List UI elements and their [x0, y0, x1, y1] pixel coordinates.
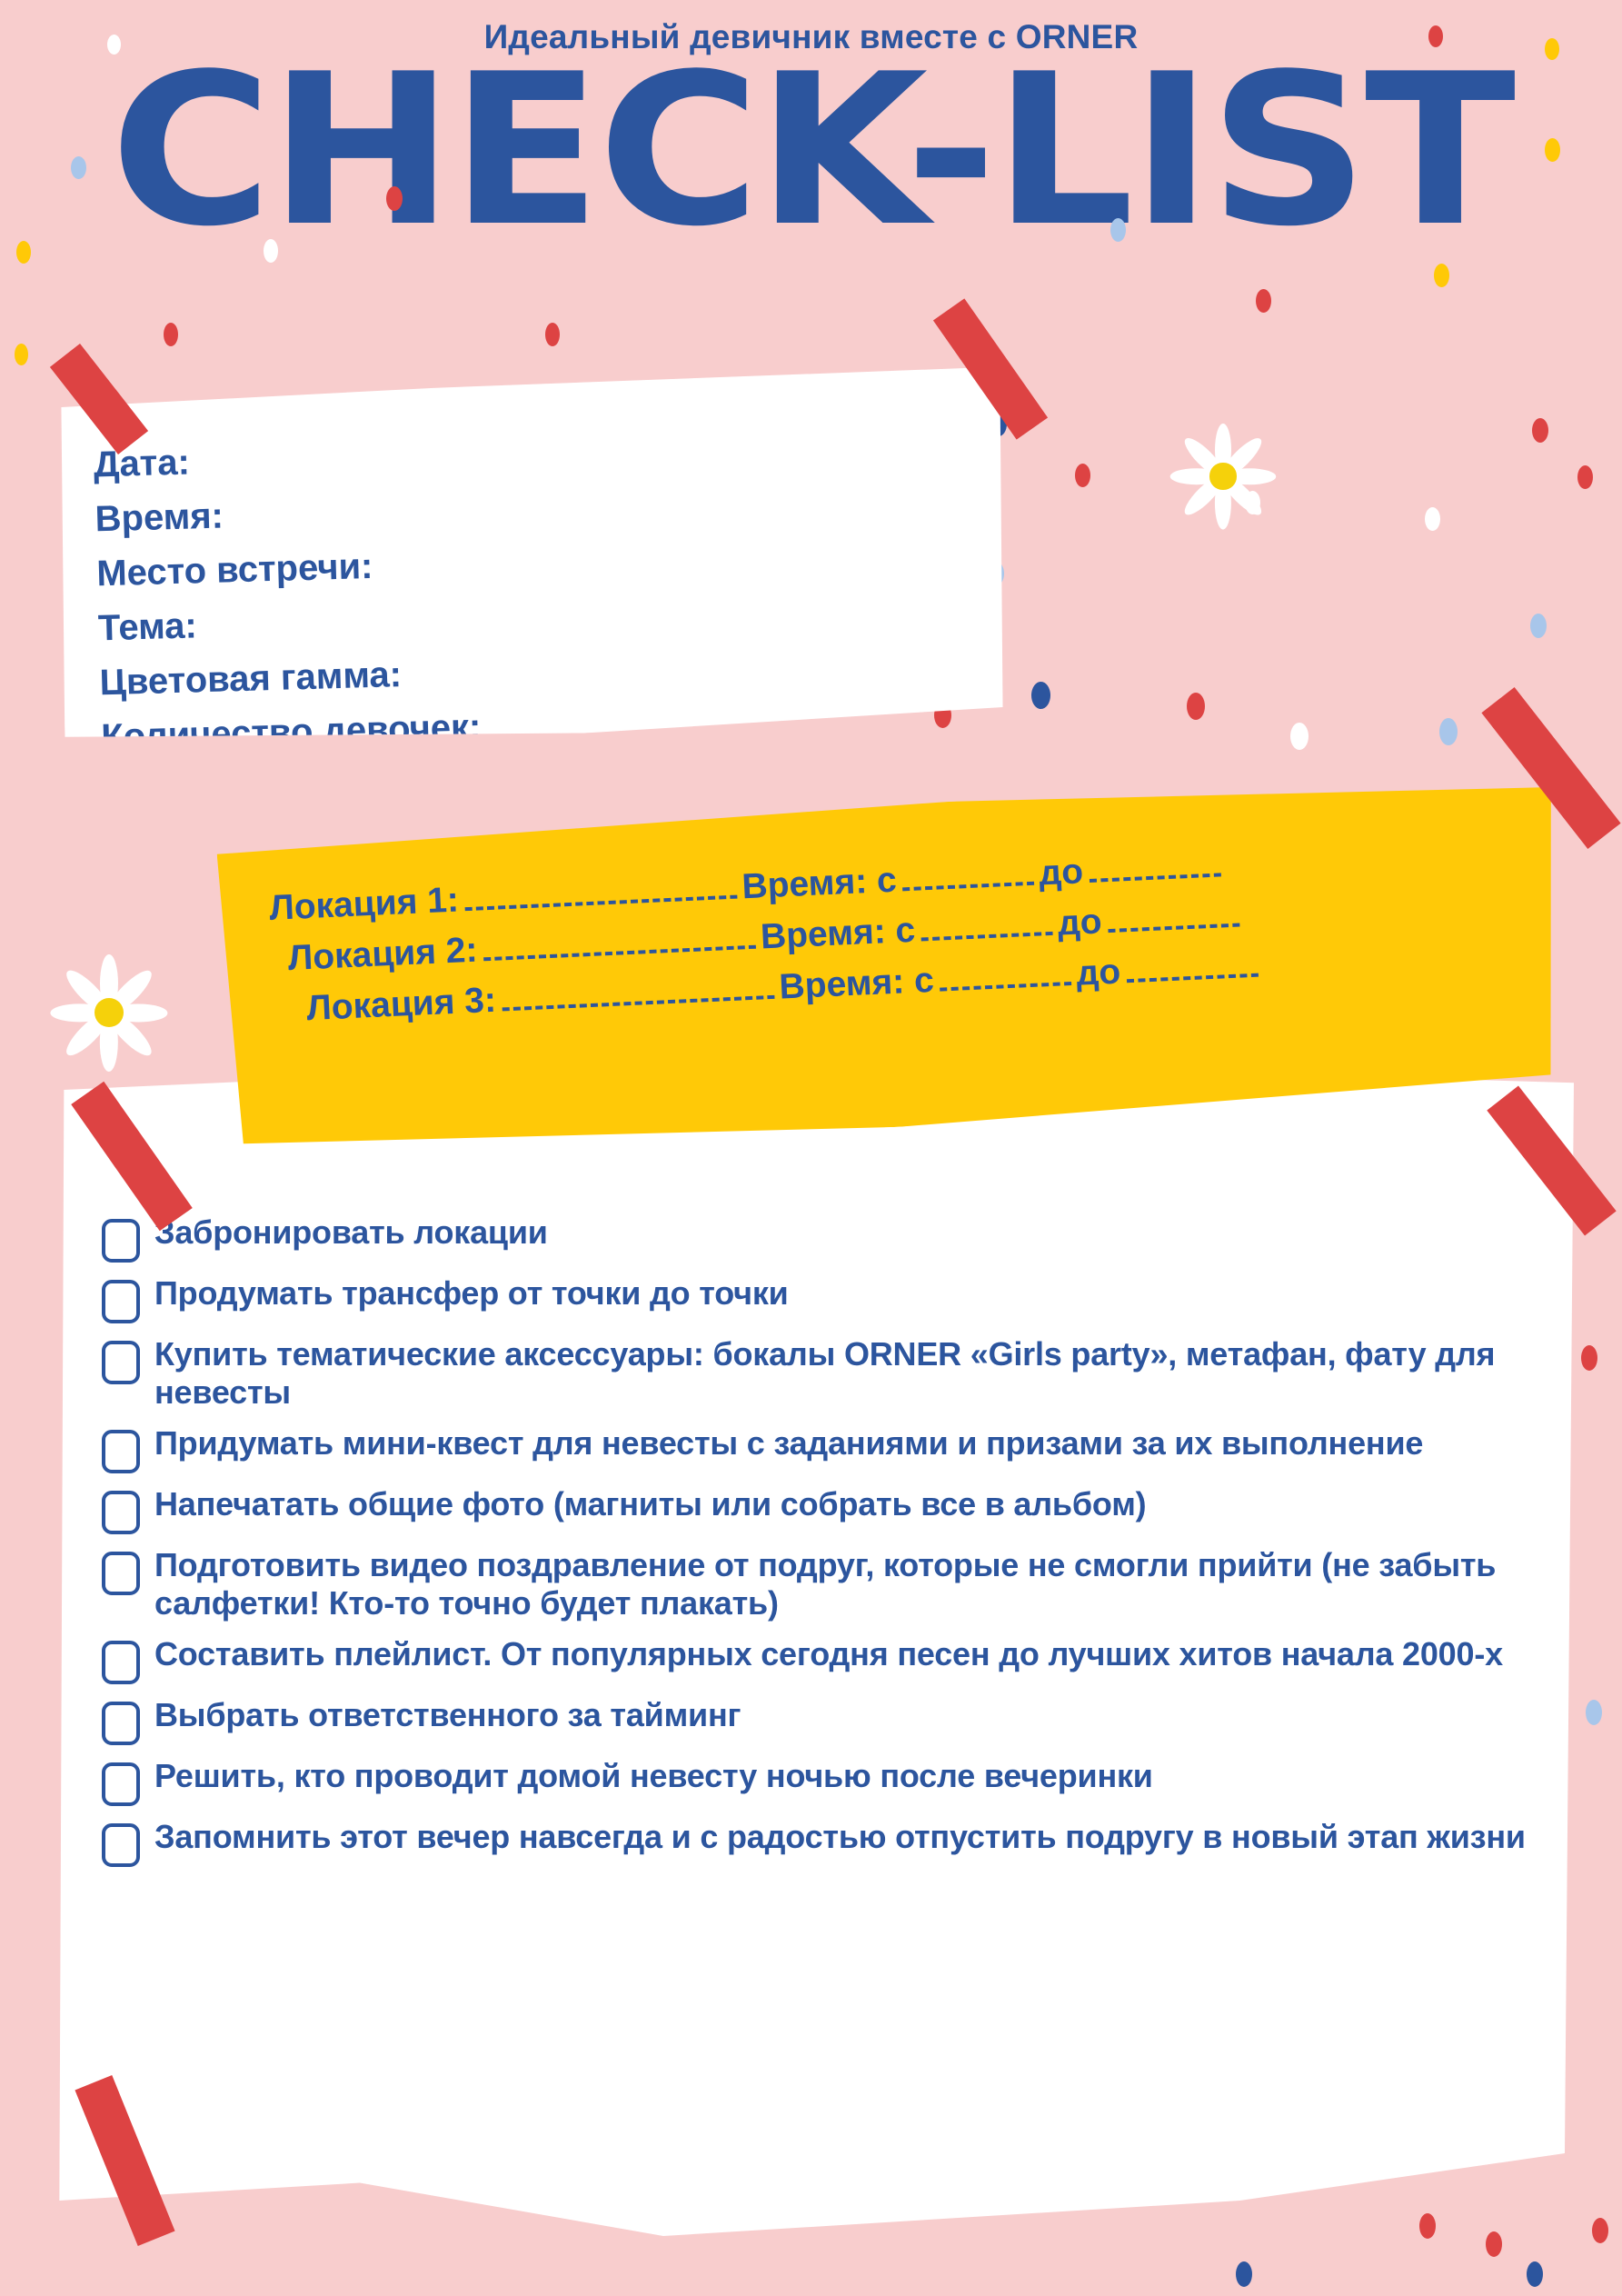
checkbox-icon[interactable]	[102, 1219, 140, 1263]
confetti-dot	[15, 344, 28, 365]
checklist-item-label: Придумать мини-квест для невесты с задан…	[154, 1423, 1424, 1462]
location-name-blank[interactable]	[464, 895, 737, 912]
checklist-item[interactable]: Выбрать ответственного за тайминг	[102, 1696, 1547, 1745]
checklist-item[interactable]: Забронировать локации	[102, 1213, 1547, 1263]
confetti-dot	[1592, 2218, 1608, 2243]
confetti-dot	[1532, 418, 1548, 443]
checklist-item-label: Продумать трансфер от точки до точки	[154, 1274, 789, 1312]
time-from-label: Время: с	[741, 860, 898, 907]
confetti-dot	[1187, 693, 1205, 720]
location-label: Локация 2:	[286, 930, 479, 979]
checklist-item-label: Запомнить этот вечер навсегда и с радост…	[154, 1817, 1526, 1855]
checklist-card: Забронировать локации Продумать трансфер …	[59, 1059, 1574, 2236]
checklist-item-label: Подготовить видео поздравление от подруг…	[154, 1545, 1497, 1622]
confetti-dot	[164, 323, 178, 346]
time-from-blank[interactable]	[921, 932, 1053, 942]
checklist-item[interactable]: Напечатать общие фото (магниты или собра…	[102, 1485, 1547, 1534]
confetti-dot	[1577, 465, 1593, 489]
daisy-top-right-icon	[1169, 423, 1277, 530]
confetti-dot	[1290, 723, 1309, 750]
checklist-item[interactable]: Подготовить видео поздравление от подруг…	[102, 1546, 1547, 1623]
confetti-dot	[1425, 507, 1440, 531]
confetti-dot	[1031, 682, 1050, 709]
flower-core	[94, 997, 124, 1028]
checklist-item-label: Напечатать общие фото (магниты или собра…	[154, 1484, 1147, 1522]
time-to-blank[interactable]	[1089, 873, 1220, 883]
page-title: CHECK-LIST	[110, 30, 1516, 273]
checkbox-icon[interactable]	[102, 1640, 140, 1684]
checkbox-icon[interactable]	[102, 1701, 140, 1745]
checklist-item[interactable]: Составить плейлист. От популярных сегодн…	[102, 1635, 1547, 1684]
checklist-item[interactable]: Запомнить этот вечер навсегда и с радост…	[102, 1818, 1547, 1867]
poster-subtitle: Идеальный девичник вместе с ORNER	[483, 18, 1139, 55]
confetti-dot	[545, 323, 560, 346]
event-info-card: Дата: Время: Место встречи: Тема: Цветовая г…	[55, 367, 1010, 748]
time-from-label: Время: с	[760, 910, 917, 957]
checkbox-icon[interactable]	[102, 1762, 140, 1806]
location-label: Локация 1:	[268, 880, 460, 928]
checklist-item-label: Решить, кто проводит домой невесту ночью…	[154, 1756, 1153, 1794]
time-to-label: до	[1075, 952, 1122, 993]
checkbox-icon[interactable]	[102, 1822, 140, 1867]
confetti-dot	[1581, 1345, 1597, 1371]
checkbox-icon[interactable]	[102, 1551, 140, 1595]
checklist-item-label: Выбрать ответственного за тайминг	[154, 1695, 741, 1733]
checkbox-icon[interactable]	[102, 1490, 140, 1534]
confetti-dot	[1527, 2261, 1543, 2287]
time-from-label: Время: с	[778, 960, 935, 1007]
daisy-left-icon	[50, 953, 168, 1072]
checklist-item-label: Купить тематические аксессуары: бокалы O…	[154, 1335, 1496, 1412]
checkbox-icon[interactable]	[102, 1280, 140, 1323]
confetti-dot	[1439, 718, 1458, 745]
checklist-item-label: Составить плейлист. От популярных сегодн…	[154, 1634, 1503, 1672]
location-label: Локация 3:	[305, 980, 497, 1029]
checklist-item[interactable]: Решить, кто проводит домой невесту ночью…	[102, 1757, 1547, 1806]
confetti-dot	[1419, 2213, 1436, 2239]
checkbox-icon[interactable]	[102, 1341, 140, 1384]
confetti-dot	[1486, 2231, 1502, 2257]
time-to-blank[interactable]	[1126, 973, 1258, 983]
time-to-label: до	[1057, 902, 1103, 943]
confetti-dot	[1586, 1700, 1602, 1725]
time-from-blank[interactable]	[940, 982, 1071, 992]
event-info-field-list: Дата: Время: Место встречи: Тема: Цветовая г…	[93, 427, 482, 765]
flower-core	[1209, 463, 1237, 490]
event-info-field-label: Количество девочек:	[100, 706, 482, 758]
confetti-dot	[1236, 2261, 1252, 2287]
confetti-dot	[1075, 464, 1090, 487]
checkbox-icon[interactable]	[102, 1429, 140, 1473]
confetti-dot	[1256, 289, 1271, 313]
checklist-item[interactable]: Купить тематические аксессуары: бокалы O…	[102, 1335, 1547, 1413]
location-name-blank[interactable]	[483, 945, 756, 962]
locations-row-list: Локация 1: Время: с до Локация 2: Время: с до…	[268, 833, 1523, 1042]
checklist-item[interactable]: Продумать трансфер от точки до точки	[102, 1274, 1547, 1323]
confetti-dot	[1530, 614, 1547, 638]
time-to-blank[interactable]	[1108, 923, 1239, 933]
time-from-blank[interactable]	[902, 882, 1034, 892]
checklist-items: Забронировать локации Продумать трансфер …	[102, 1213, 1547, 1879]
checklist-item-label: Забронировать локации	[154, 1213, 548, 1251]
checklist-item[interactable]: Придумать мини-квест для невесты с задан…	[102, 1424, 1547, 1473]
location-name-blank[interactable]	[502, 995, 774, 1012]
time-to-label: до	[1038, 852, 1085, 893]
